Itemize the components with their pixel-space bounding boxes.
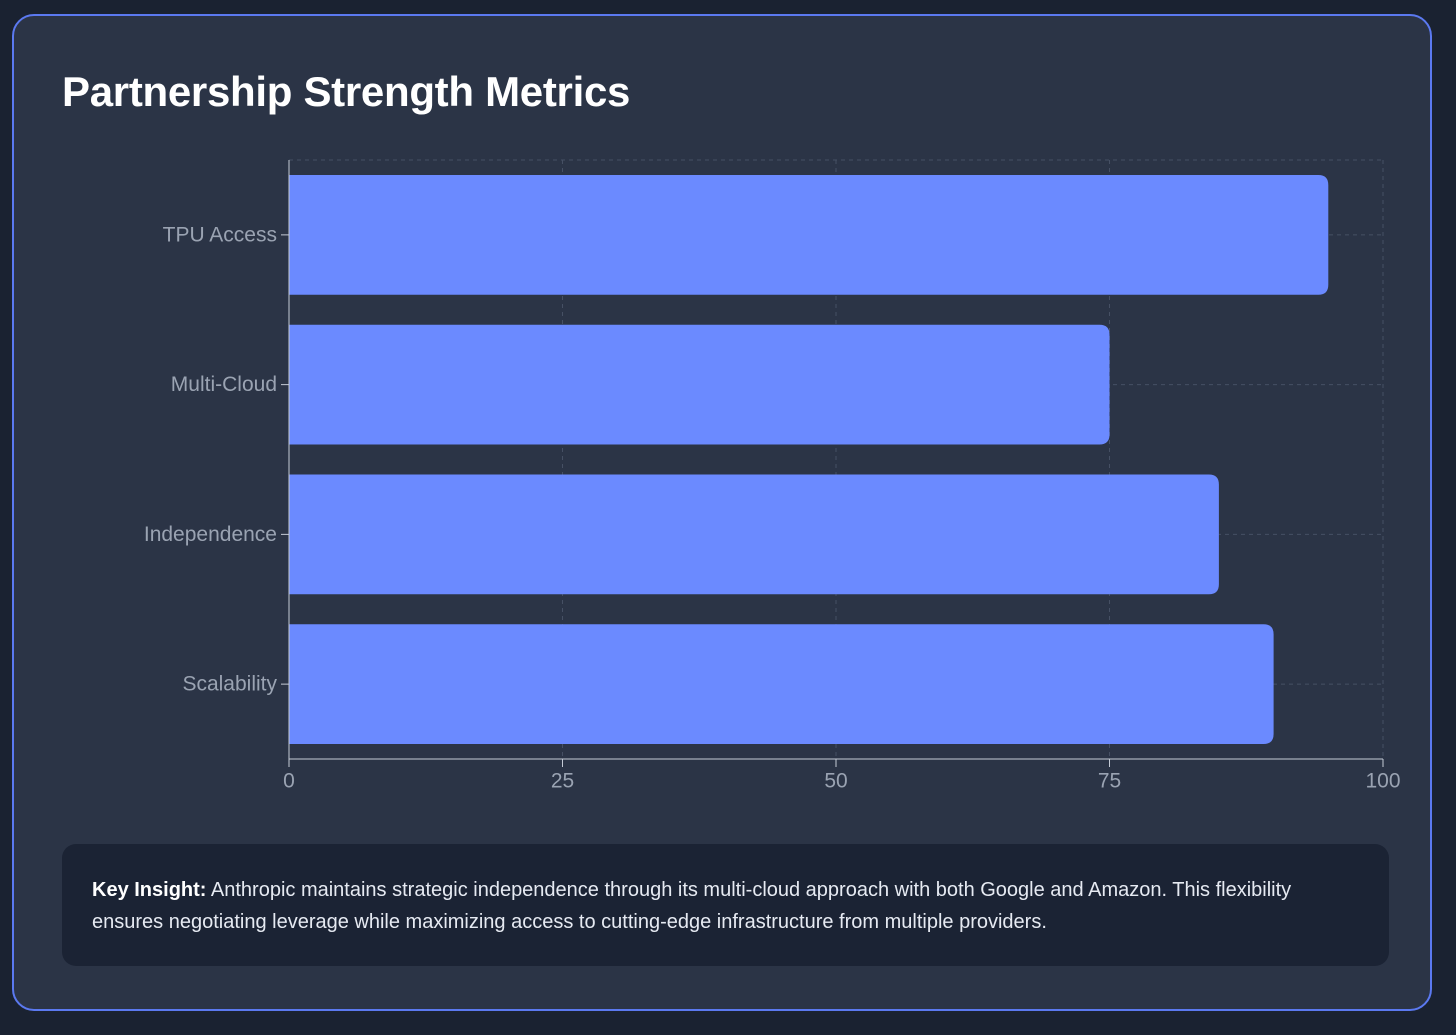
page-title: Partnership Strength Metrics	[62, 68, 631, 115]
x-tick-label-2: 50	[824, 770, 847, 793]
bar-chart: TPU Access Multi-Cloud Independence Scalabi…	[144, 159, 1401, 793]
bar-0	[289, 174, 1329, 295]
insight-label: Key Insight:	[92, 879, 207, 901]
insight-text: Anthropic maintains strategic independen…	[92, 879, 1292, 933]
key-insight-panel: Key Insight: Anthropic maintains strateg…	[62, 844, 1389, 966]
x-tick-label-4: 100	[1365, 770, 1400, 793]
bar-1	[289, 324, 1110, 445]
x-tick-label-1: 25	[551, 770, 574, 793]
y-tick-label-2: Independence	[144, 523, 277, 546]
chart-container: TPU Access Multi-Cloud Independence Scalabi…	[2, 2, 1456, 822]
chart-card: Partnership Strength Metrics TPU Access M…	[12, 14, 1432, 1011]
y-tick-label-3: Scalability	[182, 673, 277, 696]
bar-2	[289, 474, 1219, 595]
y-tick-label-1: Multi-Cloud	[171, 373, 277, 396]
x-tick-label-3: 75	[1098, 770, 1121, 793]
bar-3	[289, 624, 1274, 745]
y-tick-label-0: TPU Access	[163, 223, 277, 246]
x-tick-label-0: 0	[283, 770, 295, 793]
